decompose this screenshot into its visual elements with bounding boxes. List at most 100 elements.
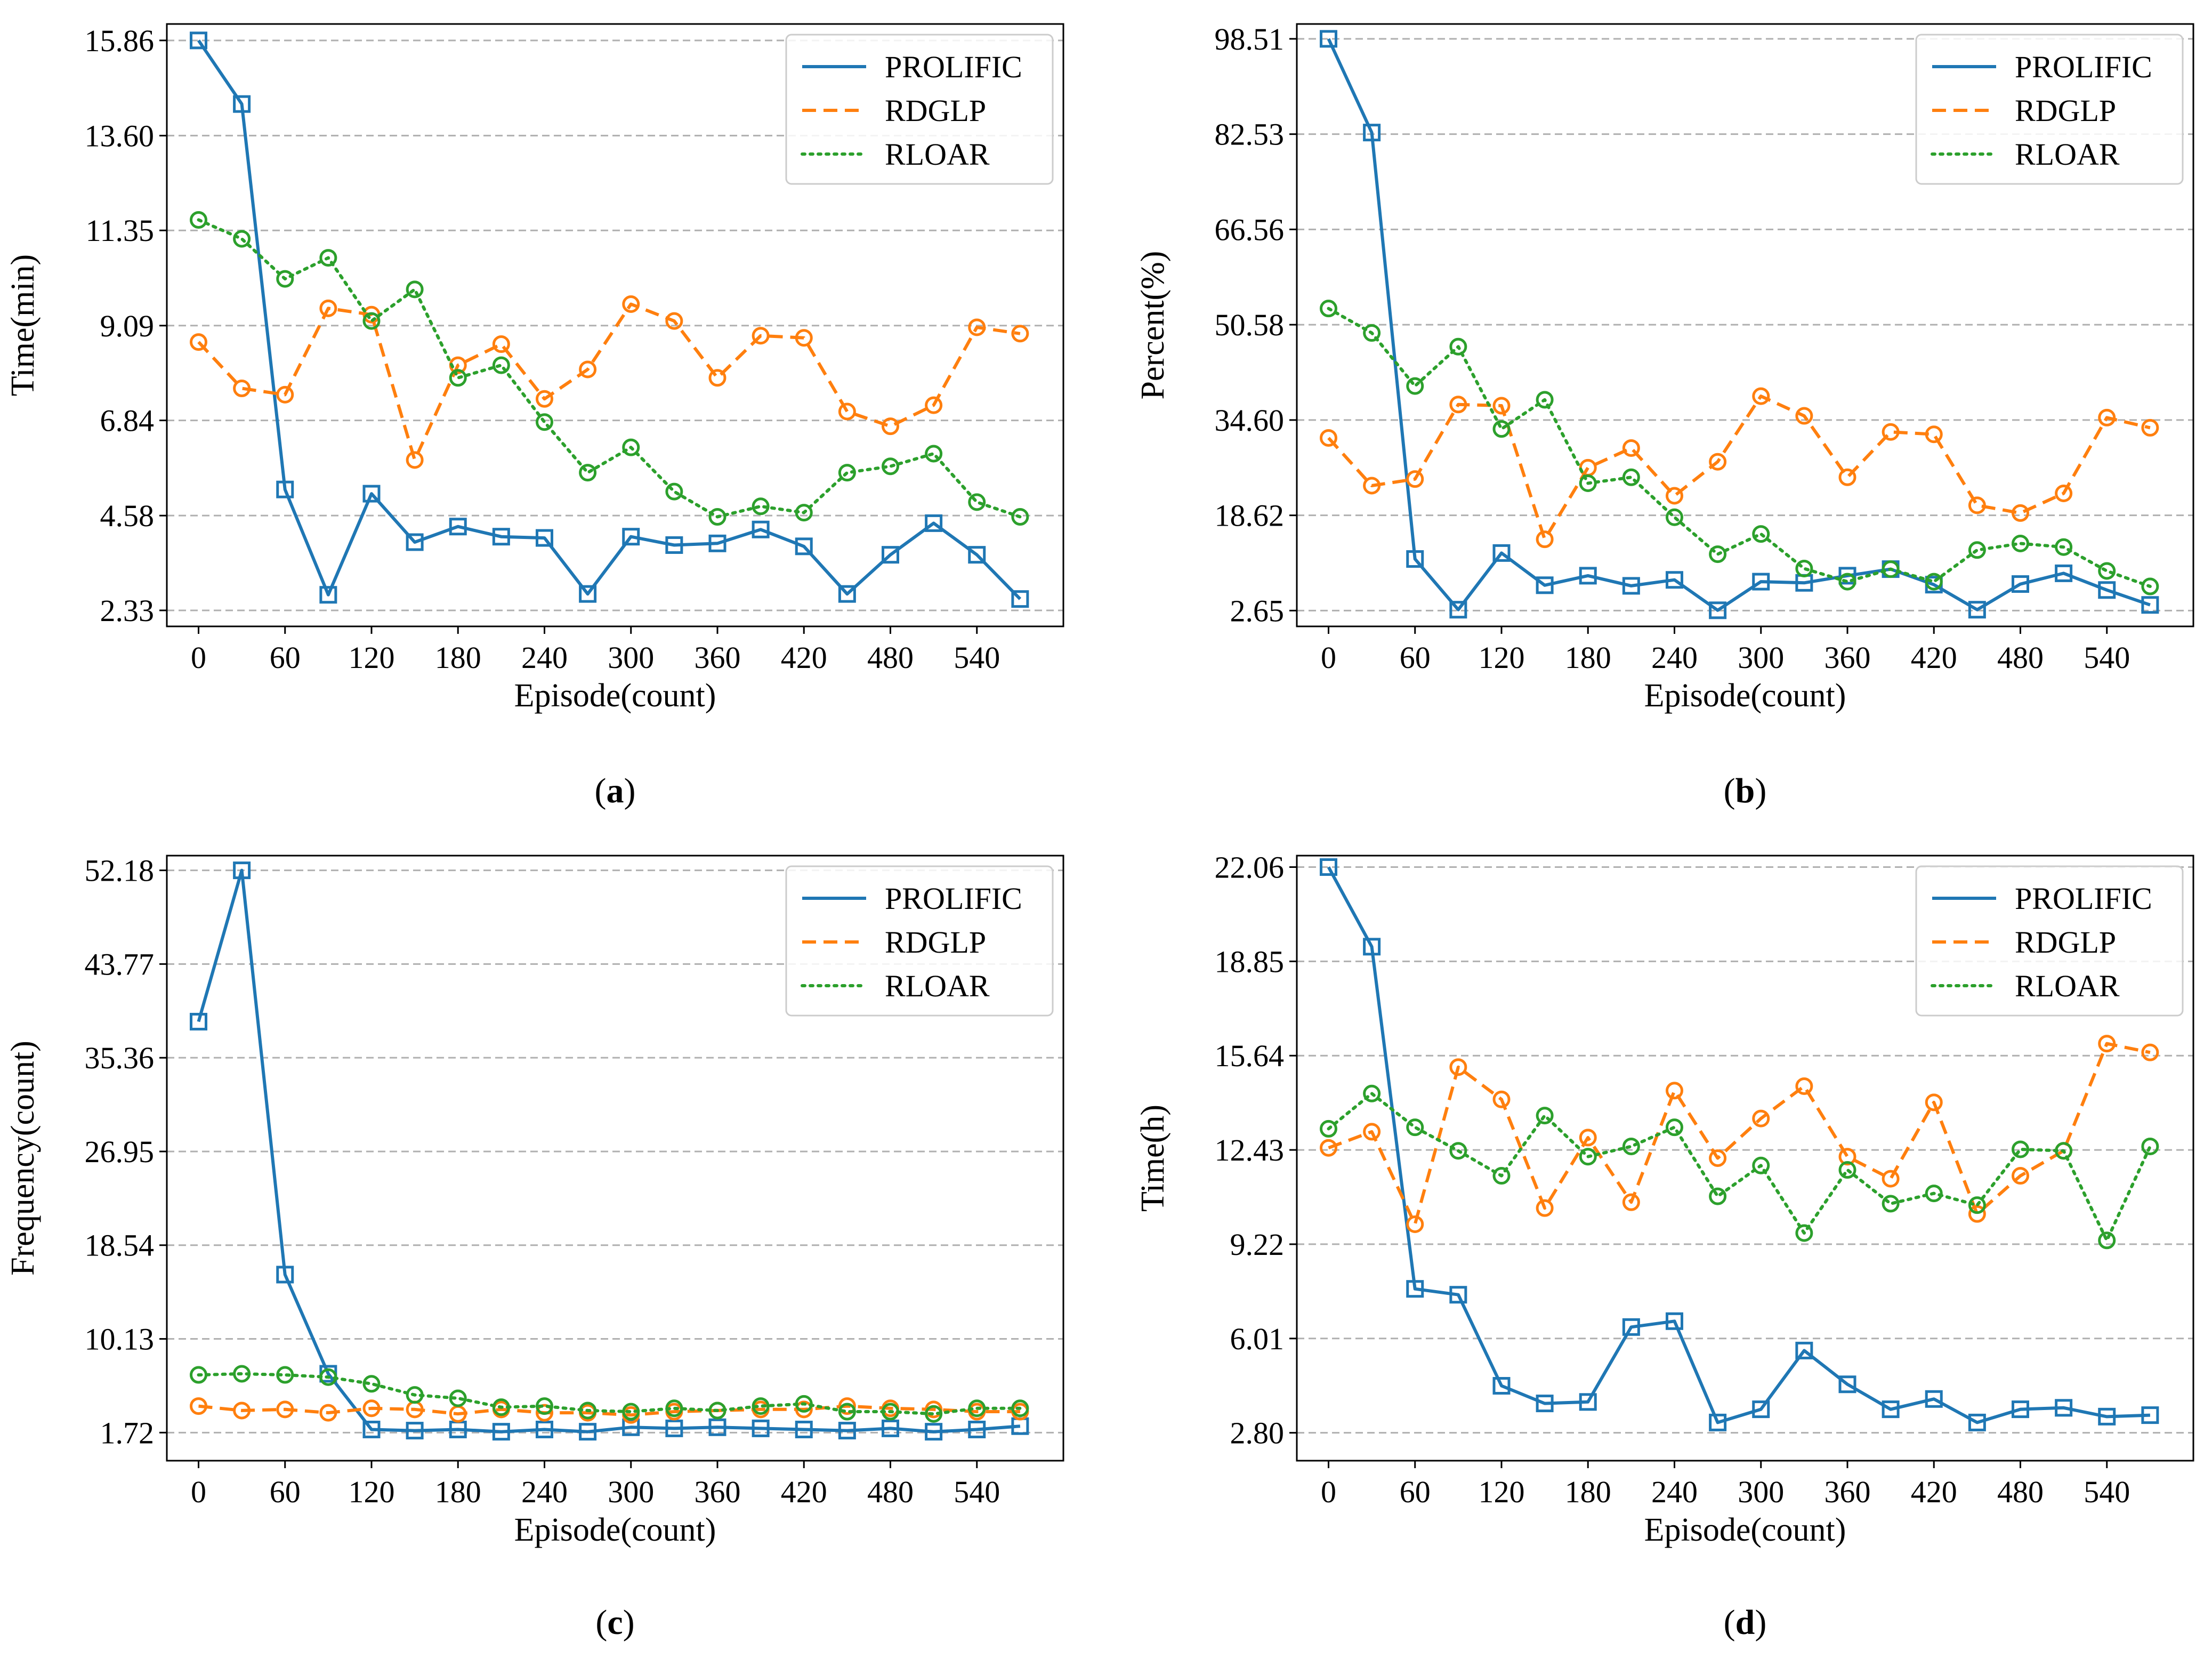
data-point-rloar (1319, 1120, 1337, 1138)
data-point-rloar (362, 1375, 381, 1393)
data-point-rloar (925, 445, 943, 463)
legend-label-rdglp: RDGLP (885, 925, 986, 960)
data-point-rdglp (1709, 1149, 1727, 1167)
x-tick-label: 360 (694, 1475, 740, 1509)
data-point-rdglp (1752, 387, 1770, 405)
data-point-rloar (1925, 1185, 1943, 1203)
y-tick-label: 26.95 (85, 1134, 155, 1169)
data-point-prolific (535, 529, 553, 547)
data-point-prolific (579, 585, 597, 603)
data-point-rloar (838, 464, 856, 482)
data-point-rdglp (1406, 1215, 1424, 1233)
y-tick-label: 9.22 (1230, 1227, 1285, 1262)
data-point-rdglp (579, 360, 597, 378)
chart-panel-d: 2.80 6.01 9.22 12.43 15.64 18.85 22.06 0 60 120 18… (1135, 850, 2194, 1642)
data-point-rloar (1795, 1224, 1813, 1242)
x-tick-label: 60 (270, 1475, 301, 1509)
x-tick-label: 300 (608, 640, 654, 675)
caption-letter: d (1735, 1603, 1755, 1642)
y-tick-label: 18.62 (1215, 498, 1285, 533)
data-point-rloar (1709, 1187, 1727, 1205)
data-point-rloar (233, 230, 251, 248)
data-point-rloar (752, 497, 770, 516)
data-point-prolific (1925, 1390, 1943, 1408)
data-point-prolific (1665, 1312, 1683, 1330)
data-point-rdglp (1406, 470, 1424, 488)
data-point-rdglp (1622, 1193, 1640, 1211)
x-axis-label: Episode(count) (1644, 1512, 1846, 1548)
data-point-prolific (665, 1419, 683, 1437)
data-point-rdglp (1622, 439, 1640, 457)
x-tick-label: 0 (191, 1475, 206, 1509)
series-line-rdglp (1328, 1042, 2151, 1226)
legend-label-prolific: PROLIFIC (885, 50, 1022, 84)
data-point-rloar (925, 1405, 943, 1423)
data-point-rdglp (535, 390, 553, 408)
data-point-rdglp (1882, 1170, 1900, 1188)
y-tick-label: 12.43 (1215, 1133, 1285, 1167)
data-point-rloar (1319, 300, 1337, 318)
legend-box (1915, 34, 2184, 185)
data-point-prolific (1319, 858, 1337, 876)
data-point-rdglp (319, 299, 337, 317)
data-point-rloar (795, 504, 813, 522)
series-line-rdglp (197, 302, 1021, 462)
data-point-rdglp (708, 369, 726, 387)
x-tick-label: 60 (270, 640, 301, 675)
data-point-rdglp (492, 335, 510, 353)
panel-caption: (d) (1724, 1603, 1767, 1642)
axes-frame (166, 23, 1064, 627)
caption-letter: c (607, 1603, 623, 1642)
data-point-rdglp (1319, 429, 1337, 447)
data-point-prolific (752, 520, 770, 538)
data-point-prolific (2098, 581, 2116, 599)
data-point-prolific (1622, 1318, 1640, 1336)
data-point-rdglp (319, 1404, 337, 1422)
data-point-rloar (1665, 1118, 1683, 1137)
data-point-prolific (189, 31, 207, 50)
data-point-rloar (1492, 1167, 1511, 1185)
x-tick-label: 0 (191, 640, 206, 675)
data-point-rdglp (1492, 397, 1511, 415)
data-point-rdglp (752, 327, 770, 345)
x-tick-label: 540 (2084, 640, 2130, 675)
y-tick-label: 9.09 (100, 309, 155, 343)
data-point-rloar (406, 280, 424, 299)
caption-letter: b (1735, 771, 1755, 810)
caption-paren-open: ( (595, 1603, 607, 1642)
data-point-prolific (535, 1420, 553, 1438)
data-point-prolific (1363, 124, 1381, 142)
data-point-prolific (1579, 1393, 1597, 1411)
chart-panel-c: 1.72 10.13 18.54 26.95 35.36 43.77 52.18 0 60 120… (5, 853, 1064, 1642)
data-point-rdglp (1492, 1090, 1511, 1108)
data-point-prolific (708, 534, 726, 552)
data-point-rloar (2011, 1140, 2029, 1158)
x-tick-label: 300 (1738, 1475, 1784, 1509)
data-point-rloar (189, 211, 207, 229)
data-point-rloar (1838, 573, 1856, 591)
x-tick-label: 240 (521, 1475, 568, 1509)
y-tick-label: 82.53 (1215, 117, 1285, 152)
data-point-rdglp (795, 1400, 813, 1419)
y-tick-label: 98.51 (1215, 22, 1285, 57)
data-point-rdglp (795, 329, 813, 347)
data-point-prolific (2055, 1399, 2073, 1417)
data-point-rdglp (2055, 485, 2073, 503)
data-point-rloar (1011, 508, 1029, 526)
x-tick-label: 240 (521, 640, 568, 675)
data-point-prolific (795, 537, 813, 555)
data-point-rdglp (665, 312, 683, 330)
data-point-rloar (1622, 468, 1640, 486)
data-point-rloar (1622, 1137, 1640, 1155)
data-point-rloar (1968, 541, 1986, 559)
data-point-prolific (492, 528, 510, 546)
data-point-rloar (881, 1403, 899, 1421)
data-point-rloar (1449, 1142, 1467, 1160)
data-point-prolific (1968, 1413, 1986, 1431)
data-point-rdglp (1011, 325, 1029, 343)
data-point-prolific (622, 528, 640, 546)
data-point-rloar (319, 249, 337, 267)
y-tick-label: 11.35 (86, 213, 154, 248)
data-point-rdglp (1319, 1139, 1337, 1157)
legend-label-rdglp: RDGLP (2015, 93, 2116, 128)
